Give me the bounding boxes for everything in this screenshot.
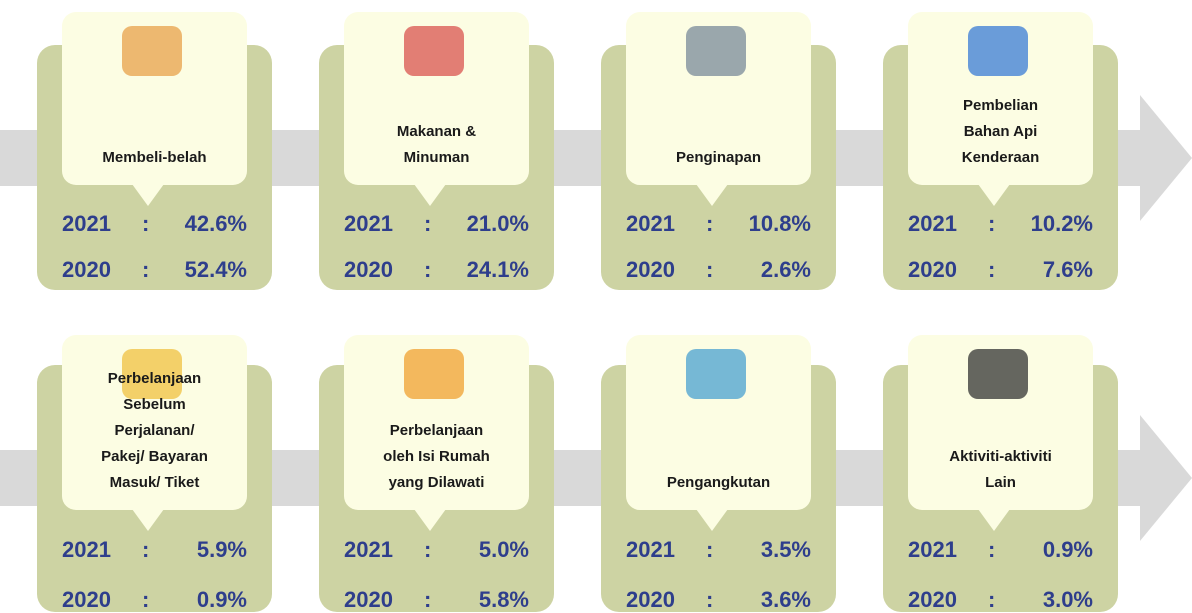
icon	[686, 26, 746, 76]
percentage: 3.6%	[760, 587, 811, 612]
separator: :	[706, 257, 714, 282]
year: 2020	[908, 257, 957, 282]
year: 2021	[908, 537, 957, 562]
card-label: Perbelanjaan	[107, 370, 202, 387]
year: 2021	[626, 537, 675, 562]
percentage: 10.8%	[748, 211, 811, 236]
separator: :	[706, 587, 714, 612]
year: 2021	[62, 537, 111, 562]
percentage: 21.0%	[466, 211, 529, 236]
year: 2021	[344, 211, 393, 236]
year: 2021	[344, 537, 393, 562]
year: 2020	[626, 587, 675, 612]
card-label: Pengangkutan	[666, 474, 771, 491]
separator: :	[988, 211, 996, 236]
card-label: Perjalanan/	[114, 422, 195, 439]
separator: :	[988, 257, 996, 282]
percentage: 0.9%	[196, 587, 247, 612]
year: 2021	[908, 211, 957, 236]
icon	[404, 349, 464, 399]
separator: :	[142, 211, 150, 236]
card-label: Makanan &	[396, 123, 477, 140]
year: 2020	[344, 587, 393, 612]
percentage: 52.4%	[184, 257, 247, 282]
card-label: Minuman	[403, 149, 470, 166]
callout-pointer	[414, 509, 446, 531]
percentage: 24.1%	[466, 257, 529, 282]
card-label: Sebelum	[123, 396, 186, 413]
percentage: 10.2%	[1030, 211, 1093, 236]
icon	[968, 26, 1028, 76]
percentage: 0.9%	[1042, 537, 1093, 562]
separator: :	[142, 257, 150, 282]
percentage: 3.5%	[760, 537, 811, 562]
callout-pointer	[978, 509, 1010, 531]
separator: :	[424, 537, 432, 562]
callout-pointer	[978, 184, 1010, 206]
card-label: Lain	[985, 474, 1016, 491]
separator: :	[142, 587, 150, 612]
callout-pointer	[414, 184, 446, 206]
card-label: Masuk/ Tiket	[109, 474, 200, 491]
callout-pointer	[132, 509, 164, 531]
year: 2020	[908, 587, 957, 612]
icon	[404, 26, 464, 76]
year: 2020	[62, 257, 111, 282]
percentage: 7.6%	[1042, 257, 1093, 282]
separator: :	[988, 587, 996, 612]
card-label: oleh Isi Rumah	[383, 448, 490, 465]
separator: :	[142, 537, 150, 562]
card-label: Bahan Api	[963, 123, 1038, 140]
percentage: 3.0%	[1042, 587, 1093, 612]
arrow-head	[1140, 95, 1192, 221]
separator: :	[706, 537, 714, 562]
separator: :	[424, 257, 432, 282]
year: 2020	[62, 587, 111, 612]
separator: :	[424, 587, 432, 612]
percentage: 5.8%	[478, 587, 529, 612]
separator: :	[706, 211, 714, 236]
year: 2021	[62, 211, 111, 236]
card-label: Penginapan	[675, 149, 761, 166]
callout-pointer	[696, 184, 728, 206]
icon	[122, 349, 182, 399]
card-label: yang Dilawati	[388, 474, 485, 491]
year: 2020	[344, 257, 393, 282]
card-label: Pembelian	[962, 97, 1039, 114]
card-label: Membeli-belah	[102, 149, 207, 166]
card-label: Kenderaan	[961, 149, 1040, 166]
card-label: Pakej/ Bayaran	[101, 448, 208, 465]
percentage: 5.0%	[478, 537, 529, 562]
card-label: Aktiviti-aktiviti	[949, 448, 1052, 465]
separator: :	[424, 211, 432, 236]
card-label: Perbelanjaan	[389, 422, 484, 439]
percentage: 42.6%	[184, 211, 247, 236]
icon	[122, 26, 182, 76]
callout-pointer	[132, 184, 164, 206]
icon	[968, 349, 1028, 399]
year: 2020	[626, 257, 675, 282]
callout-pointer	[696, 509, 728, 531]
percentage: 2.6%	[760, 257, 811, 282]
percentage: 5.9%	[196, 537, 247, 562]
separator: :	[988, 537, 996, 562]
icon	[686, 349, 746, 399]
year: 2021	[626, 211, 675, 236]
arrow-head	[1140, 415, 1192, 541]
